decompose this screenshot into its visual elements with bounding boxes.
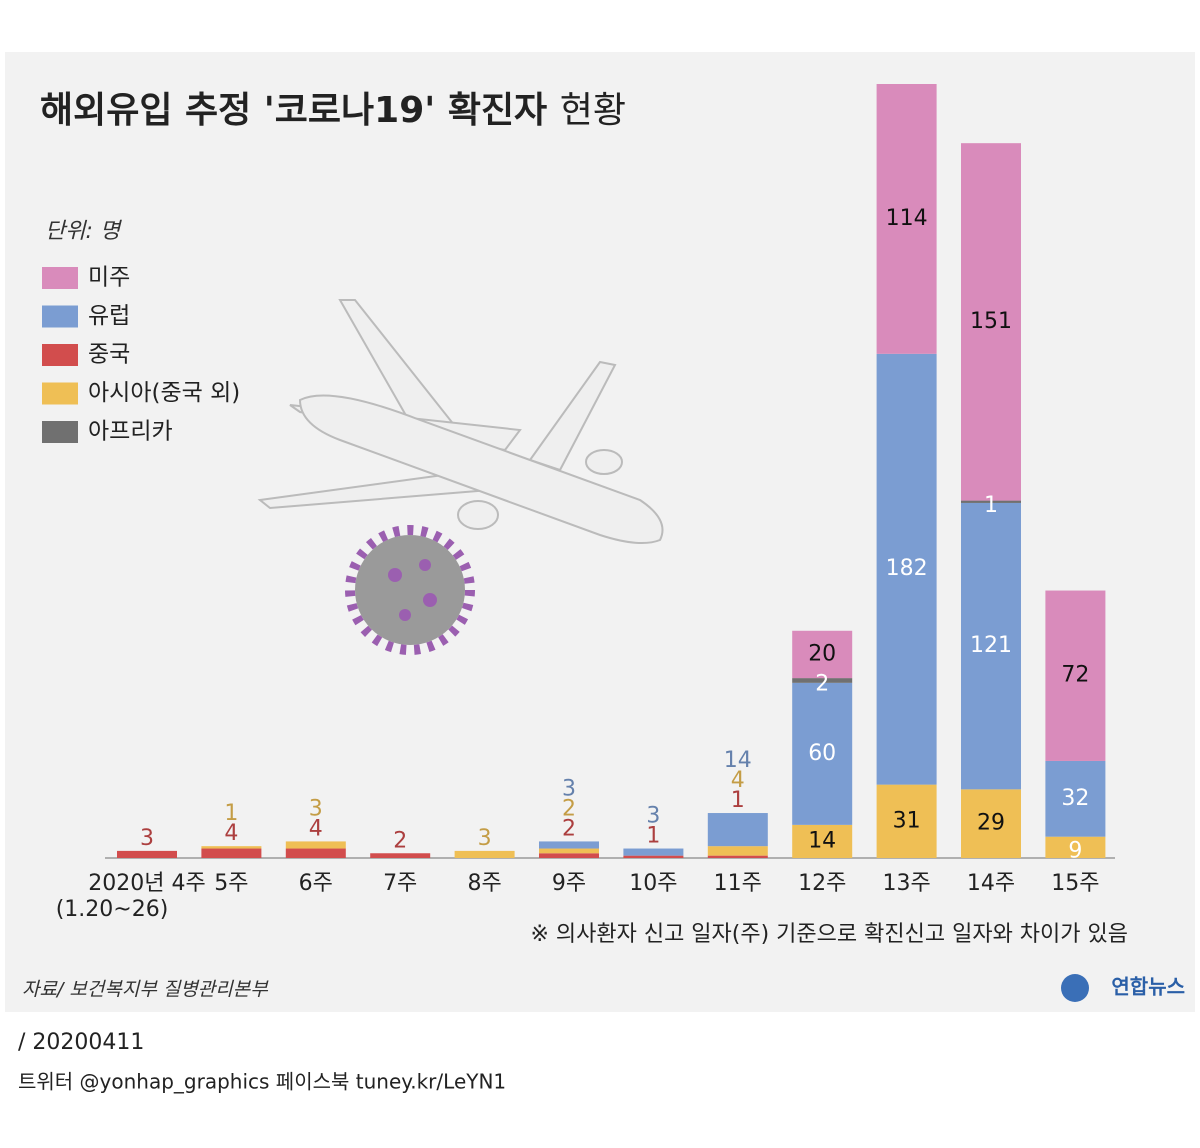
- bar-segment: [454, 850, 515, 858]
- data-label: 3: [309, 796, 323, 821]
- x-tick-label: 13주: [882, 871, 930, 896]
- bar-segment: [792, 630, 853, 679]
- bar-segment: [876, 353, 937, 785]
- x-tick-note: (1.20~26): [56, 897, 169, 922]
- data-label: 1: [224, 801, 238, 826]
- x-tick-label: 12주: [798, 871, 846, 896]
- title-suffix: 현황: [560, 90, 626, 131]
- data-label: 2: [562, 816, 576, 841]
- data-label: 60: [808, 741, 836, 766]
- x-tick-label: 5주: [214, 871, 248, 896]
- legend-swatch: [42, 305, 78, 328]
- legend-label: 미주: [88, 265, 130, 291]
- data-label: 9: [1068, 838, 1082, 863]
- data-label: 182: [886, 556, 928, 581]
- data-label: 20: [808, 641, 836, 666]
- bar-segment: [707, 813, 768, 847]
- legend-label: 중국: [88, 342, 130, 368]
- data-label: 31: [893, 808, 921, 833]
- chart-title: 해외유입 추정 '코로나19' 확진자 현황: [40, 90, 626, 131]
- bar-segment: [961, 500, 1021, 503]
- x-tick-label: 2020년 4주: [88, 871, 205, 896]
- data-label: 121: [970, 633, 1012, 658]
- logo: 연합뉴스: [1111, 975, 1185, 999]
- bar-segment: [961, 143, 1021, 501]
- source: 자료/ 보건복지부 질병관리본부: [22, 979, 269, 1001]
- data-label: 29: [977, 811, 1005, 836]
- bar-segment: [285, 841, 346, 849]
- legend-swatch: [42, 267, 78, 289]
- data-label: 14: [808, 828, 836, 853]
- bar-segment: [1045, 590, 1106, 761]
- title-main: 해외유입 추정 '코로나19' 확진자: [40, 90, 547, 131]
- legend-label: 유럽: [88, 303, 130, 329]
- data-label: 1: [646, 824, 660, 849]
- bar-segment: [876, 784, 937, 858]
- legend-label: 아프리카: [88, 419, 173, 445]
- x-tick-label: 10주: [629, 871, 677, 896]
- data-label: 32: [1061, 786, 1089, 811]
- bar-segment: [792, 824, 853, 858]
- bar-segment: [539, 853, 599, 858]
- x-tick-label: 6주: [299, 871, 333, 896]
- bar-segment: [285, 848, 346, 858]
- bar-segment: [707, 855, 768, 858]
- data-label: 3: [562, 776, 576, 801]
- bar-segment: [707, 846, 768, 856]
- bar-segment: [370, 853, 431, 858]
- data-label: 4: [224, 821, 238, 846]
- legend-swatch: [42, 382, 78, 405]
- bar-segment: [792, 678, 853, 683]
- date: / 20200411: [18, 1030, 144, 1055]
- data-label: 3: [140, 826, 154, 851]
- data-label: 2: [393, 828, 407, 853]
- bar-segment: [792, 682, 853, 825]
- airplane-illustration: [257, 299, 664, 545]
- x-tick-label: 14주: [967, 871, 1015, 896]
- bar-segment: [539, 848, 599, 854]
- footer: 트위터 @yonhap_graphics 페이스북 tuney.kr/LeYN1: [18, 1070, 506, 1094]
- data-label: 151: [970, 309, 1012, 334]
- x-tick-label: 7주: [383, 871, 417, 896]
- unit-label: 단위: 명: [45, 219, 123, 244]
- bar-segment: [623, 855, 684, 858]
- data-label: 14: [724, 748, 752, 773]
- data-label: 4: [309, 816, 323, 841]
- x-tick-label: 15주: [1051, 871, 1099, 896]
- data-label: 1: [731, 788, 745, 813]
- legend-swatch: [42, 421, 78, 443]
- x-tick-label: 8주: [467, 871, 501, 896]
- bar-segment: [201, 848, 262, 858]
- bar-segment: [961, 789, 1021, 858]
- data-label: 2: [562, 796, 576, 821]
- bar-segment: [623, 848, 684, 856]
- data-label: 3: [478, 826, 492, 851]
- logo-mark: [1061, 974, 1089, 1002]
- legend-label: 아시아(중국 외): [88, 380, 240, 406]
- legend-swatch: [42, 344, 78, 366]
- virus-illustration: [345, 525, 475, 655]
- bar-segment: [117, 850, 177, 858]
- bar-segment: [539, 841, 599, 849]
- data-label: 4: [731, 768, 745, 793]
- data-label: 72: [1061, 663, 1089, 688]
- data-label: 2: [815, 671, 829, 696]
- data-label: 3: [646, 804, 660, 829]
- data-label: 1: [984, 493, 998, 518]
- bar-segment: [1045, 836, 1106, 858]
- x-tick-label: 9주: [552, 871, 586, 896]
- data-label: 114: [886, 206, 928, 231]
- x-tick-label: 11주: [714, 871, 762, 896]
- bar-segment: [876, 84, 937, 354]
- bar-segment: [201, 846, 262, 849]
- note: ※ 의사환자 신고 일자(주) 기준으로 확진신고 일자와 차이가 있음: [530, 922, 1128, 947]
- bar-segment: [961, 502, 1021, 790]
- bar-segment: [1045, 760, 1106, 837]
